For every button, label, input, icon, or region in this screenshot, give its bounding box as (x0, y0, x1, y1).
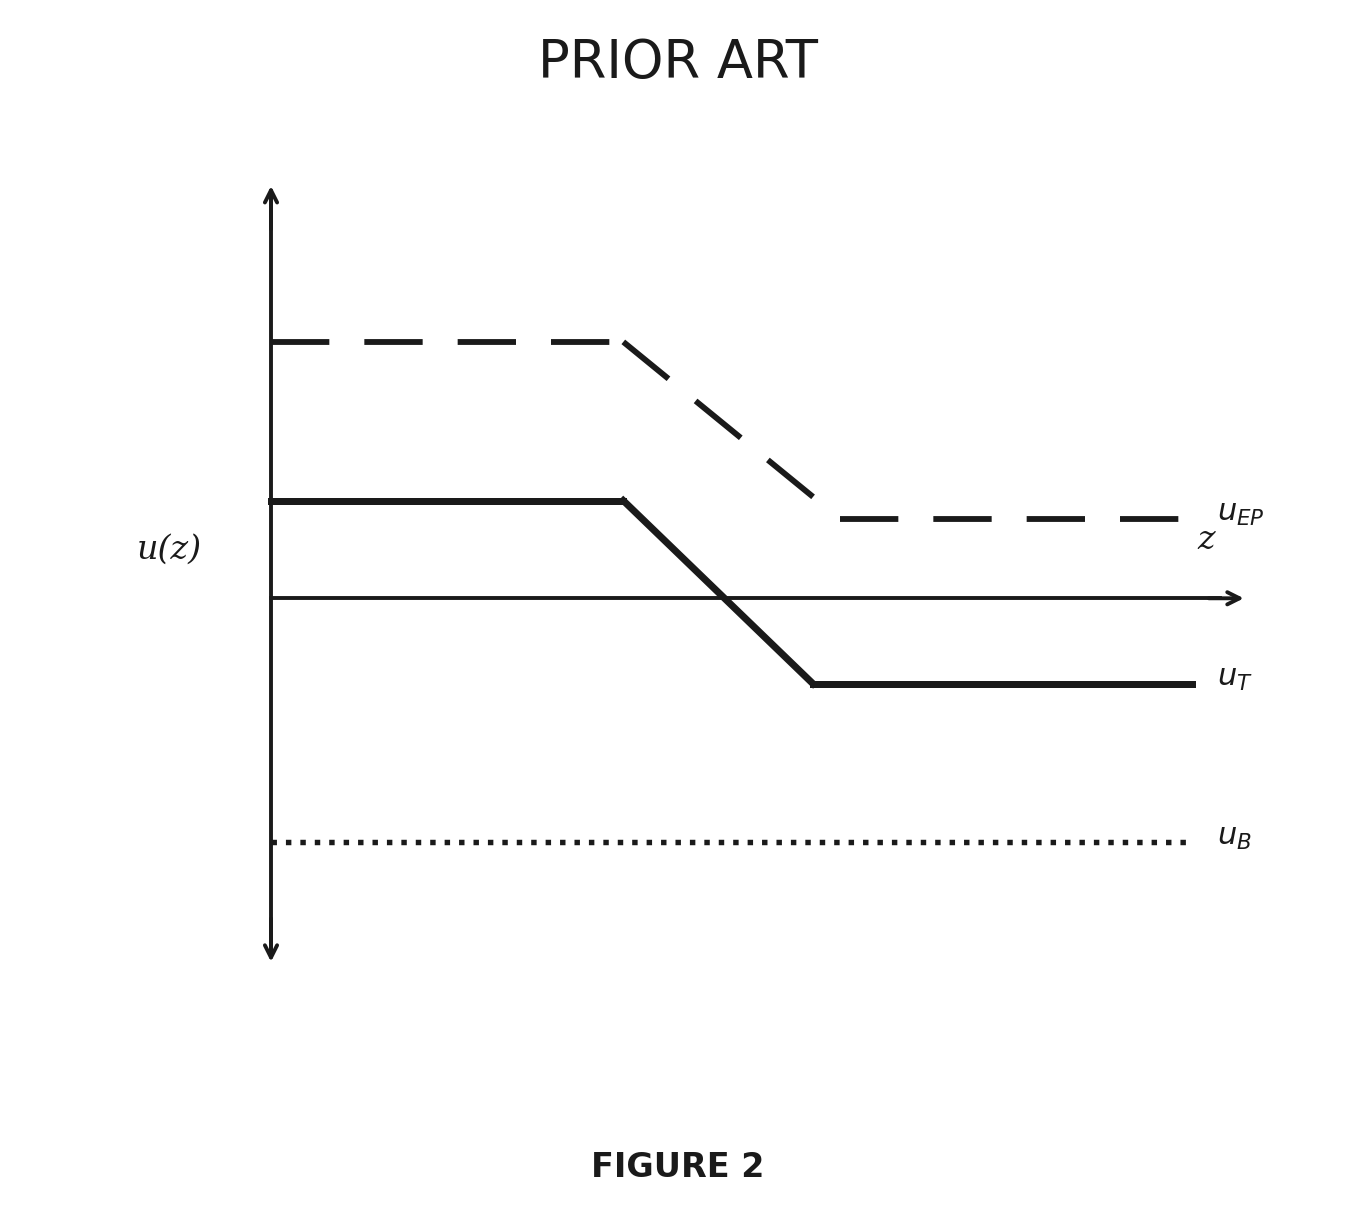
Text: u(z): u(z) (137, 534, 202, 565)
Text: $u_{EP}$: $u_{EP}$ (1217, 497, 1264, 529)
Text: FIGURE 2: FIGURE 2 (591, 1151, 764, 1184)
Text: $u_B$: $u_B$ (1217, 821, 1252, 852)
Text: $u_T$: $u_T$ (1217, 662, 1252, 694)
Text: z: z (1196, 524, 1215, 556)
Text: PRIOR ART: PRIOR ART (538, 37, 817, 89)
